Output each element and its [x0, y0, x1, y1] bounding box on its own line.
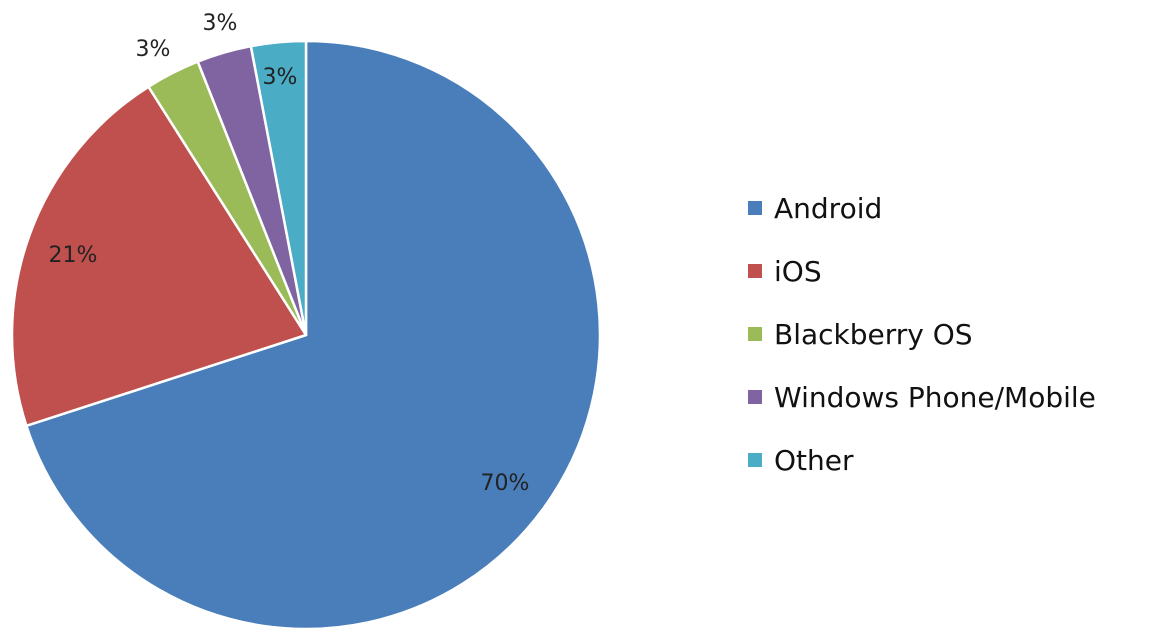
legend-swatch-blackberry-os: [748, 327, 762, 341]
legend-swatch-other: [748, 453, 762, 467]
legend-swatch-android: [748, 201, 762, 215]
legend-label-other: Other: [774, 444, 854, 477]
legend-label-android: Android: [774, 192, 882, 225]
legend-item-other: Other: [748, 444, 854, 477]
legend-item-blackberry-os: Blackberry OS: [748, 318, 973, 351]
chart-legend: Android iOS Blackberry OS Windows Phone/Mob…: [748, 192, 1096, 477]
data-label-blackberry-os: 3%: [136, 37, 171, 62]
legend-label-blackberry-os: Blackberry OS: [774, 318, 973, 351]
legend-item-windows-phone-mobile: Windows Phone/Mobile: [748, 381, 1096, 414]
pie-data-labels: 70% 21% 3% 3% 3%: [49, 11, 530, 496]
data-label-android: 70%: [481, 471, 530, 496]
legend-label-windows-phone-mobile: Windows Phone/Mobile: [774, 381, 1096, 414]
pie-slice-ios: [10, 85, 308, 428]
legend-item-ios: iOS: [748, 255, 822, 288]
pie-slice-android: [25, 39, 602, 630]
data-label-ios: 21%: [49, 243, 98, 268]
legend-swatch-windows-phone-mobile: [748, 390, 762, 404]
data-label-windows-phone-mobile: 3%: [203, 11, 238, 36]
pie-slices: [10, 39, 602, 630]
legend-label-ios: iOS: [774, 255, 822, 288]
pie-slice-other: [249, 39, 308, 337]
data-label-other: 3%: [263, 65, 298, 90]
legend-swatch-ios: [748, 264, 762, 278]
legend-item-android: Android: [748, 192, 882, 225]
